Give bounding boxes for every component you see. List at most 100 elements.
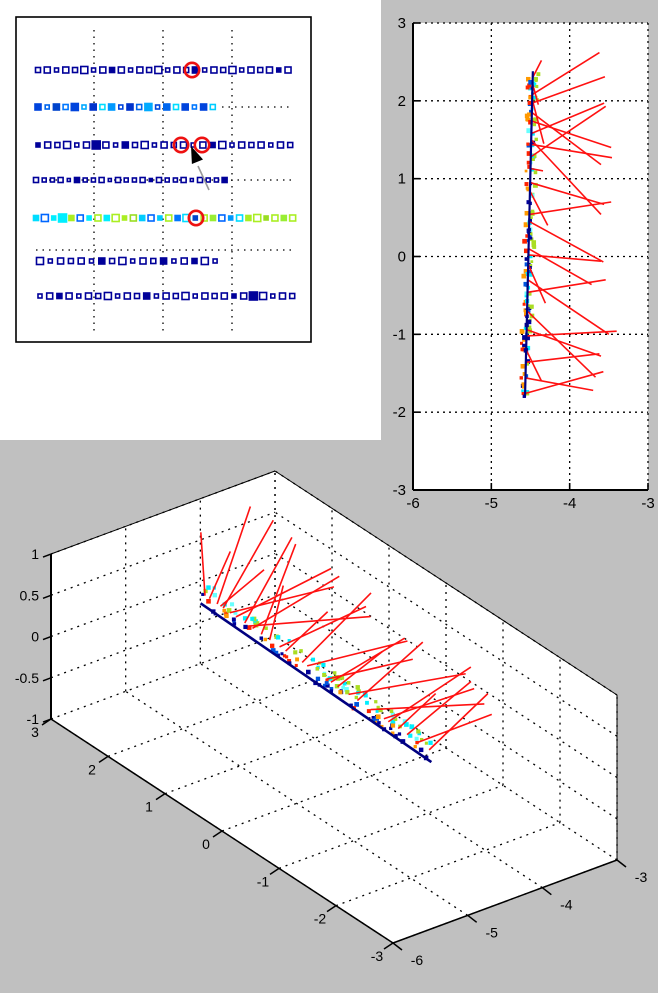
cursor-arrowhead: [191, 146, 203, 164]
cluster-marker: [525, 85, 530, 90]
panel-marker: [68, 214, 75, 222]
panel-marker: [81, 104, 87, 110]
chart-primitive: [530, 105, 607, 158]
cluster-marker: [528, 234, 532, 238]
cluster-marker: [409, 724, 415, 730]
panel-marker: [57, 176, 64, 184]
cluster-marker: [346, 680, 351, 685]
chart-primitive: -2: [314, 911, 327, 927]
chart-primitive: -4: [563, 495, 576, 512]
chart-primitive: [383, 687, 475, 720]
chart-primitive: [50, 635, 276, 720]
cluster-marker: [375, 709, 379, 713]
chart-primitive: [392, 942, 403, 951]
cluster-marker: [530, 209, 535, 214]
panel-marker: [133, 292, 141, 300]
cluster-marker: [372, 718, 376, 722]
chart-primitive: -3: [393, 482, 406, 499]
selection-annotations: [172, 61, 211, 227]
cluster-marker: [344, 687, 349, 692]
chart-primitive: -5: [485, 495, 498, 512]
panel-marker: [111, 213, 120, 223]
cluster-marker: [527, 292, 532, 296]
chart-primitive: 2: [398, 93, 406, 110]
cluster-marker: [332, 671, 337, 675]
chart-primitive: [274, 594, 618, 820]
chart-primitive: [335, 822, 561, 907]
chart-primitive: [42, 553, 52, 558]
cluster-marker: [280, 652, 284, 656]
cluster-marker: [528, 80, 533, 85]
chart-primitive: [531, 120, 612, 149]
cluster-marker: [526, 142, 530, 146]
chart-primitive: [467, 914, 478, 923]
panel-marker: [172, 292, 180, 300]
cluster-marker: [521, 389, 524, 393]
cluster-marker: [315, 676, 321, 681]
cluster-marker: [424, 741, 428, 745]
panel-marker: [35, 142, 41, 148]
panel-marker: [145, 66, 153, 74]
chart-primitive: [249, 615, 371, 627]
panel-marker: [229, 142, 235, 148]
panel-marker: [196, 176, 204, 184]
cluster-marker: [324, 681, 329, 686]
chart-primitive: -6: [411, 952, 424, 968]
chart-primitive: [531, 99, 545, 144]
panel-marker: [121, 141, 130, 149]
chart-primitive: [417, 713, 493, 744]
cluster-marker: [299, 649, 303, 653]
cluster-marker: [294, 663, 298, 667]
red-rays: [524, 51, 617, 395]
cluster-marker: [525, 239, 529, 243]
panel-marker: [74, 142, 80, 148]
cluster-marker: [529, 236, 533, 240]
cluster-marker: [532, 117, 536, 121]
cluster-marker: [293, 650, 298, 655]
cluster-marker: [525, 117, 530, 122]
panel-marker: [44, 104, 51, 110]
panel-marker: [40, 213, 50, 223]
cluster-marker: [295, 657, 300, 662]
chart-primitive: [529, 190, 549, 226]
chart-primitive: -1: [393, 326, 406, 343]
cluster-marker: [527, 83, 532, 88]
panel-marker: [139, 257, 147, 265]
cluster-marker: [524, 312, 528, 316]
cluster-marker: [525, 362, 530, 366]
cluster-marker: [524, 210, 530, 216]
cluster-marker: [520, 347, 525, 352]
panel-marker: [35, 256, 45, 266]
chart-primitive: [406, 680, 472, 736]
panel-marker: [288, 292, 296, 300]
panel-marker: [71, 66, 79, 74]
cluster-marker: [329, 689, 334, 693]
spine-line: [523, 71, 534, 397]
panel-marker: [80, 65, 89, 75]
chart-primitive: [525, 352, 600, 364]
panel-marker: [199, 103, 208, 111]
cluster-marker: [528, 269, 532, 274]
panel-marker: [136, 66, 144, 74]
cluster-marker: [521, 273, 527, 279]
cluster-marker: [329, 686, 334, 691]
chart-primitive: [222, 519, 274, 609]
cluster-marker: [250, 616, 255, 621]
cluster-marker: [374, 700, 378, 704]
panel-marker: [131, 141, 139, 149]
panel-marker: [135, 103, 143, 111]
cluster-marker: [354, 702, 360, 707]
panel-marker: [267, 142, 274, 148]
cluster-marker: [528, 120, 533, 125]
chart-primitive: [41, 718, 52, 726]
panel-marker: [245, 214, 252, 222]
cluster-marker: [526, 76, 531, 82]
cluster-marker: [321, 662, 326, 668]
panel-marker: [218, 140, 227, 150]
cluster-marker: [233, 610, 238, 615]
panel-marker: [248, 291, 259, 301]
chart-primitive: -4: [560, 897, 573, 913]
panel-marker: [57, 213, 68, 223]
cluster-marker: [230, 602, 235, 607]
cluster-marker: [533, 170, 538, 175]
